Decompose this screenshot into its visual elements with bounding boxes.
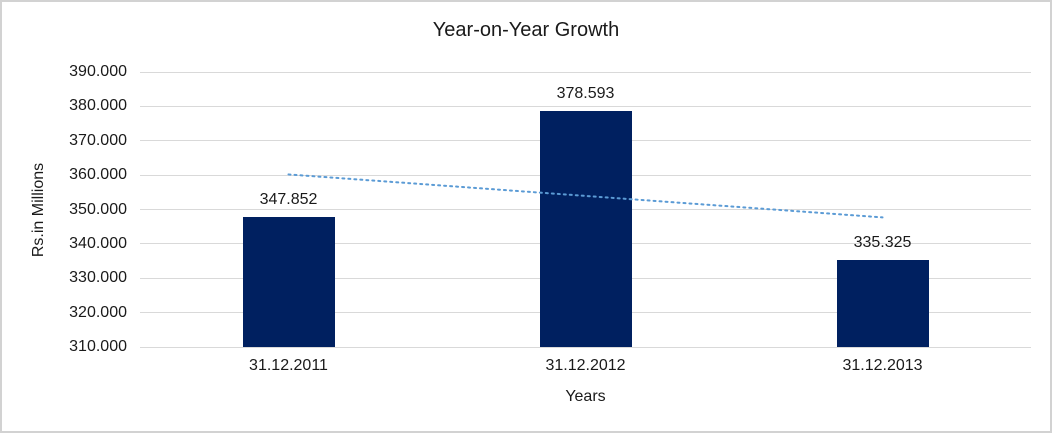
bar (242, 216, 335, 347)
y-tick-label: 320.000 (69, 303, 127, 321)
gridline (140, 346, 1031, 348)
bar-value-label: 378.593 (556, 85, 615, 103)
y-tick-label: 360.000 (69, 166, 127, 184)
y-tick-label: 370.000 (69, 131, 127, 149)
y-tick-label: 350.000 (69, 200, 127, 218)
x-axis-title: Years (565, 388, 606, 405)
y-tick-label: 380.000 (69, 97, 127, 115)
x-tick-label: 31.12.2011 (249, 357, 328, 374)
gridline (140, 71, 1031, 73)
y-tick-label: 390.000 (69, 63, 127, 80)
x-tick-label: 31.12.2012 (545, 357, 626, 374)
bar-value-label: 335.325 (853, 233, 912, 251)
gridline (140, 105, 1031, 107)
bar (539, 111, 632, 347)
y-axis-title: Rs.in Millions (30, 162, 47, 257)
chart-title: Year-on-Year Growth (432, 19, 620, 41)
bar (836, 259, 929, 347)
x-tick-label: 31.12.2013 (842, 357, 923, 374)
y-tick-label: 310.000 (69, 338, 127, 355)
y-tick-label: 340.000 (69, 234, 127, 252)
bar-value-label: 347.852 (259, 190, 318, 208)
y-tick-label: 330.000 (69, 269, 127, 287)
